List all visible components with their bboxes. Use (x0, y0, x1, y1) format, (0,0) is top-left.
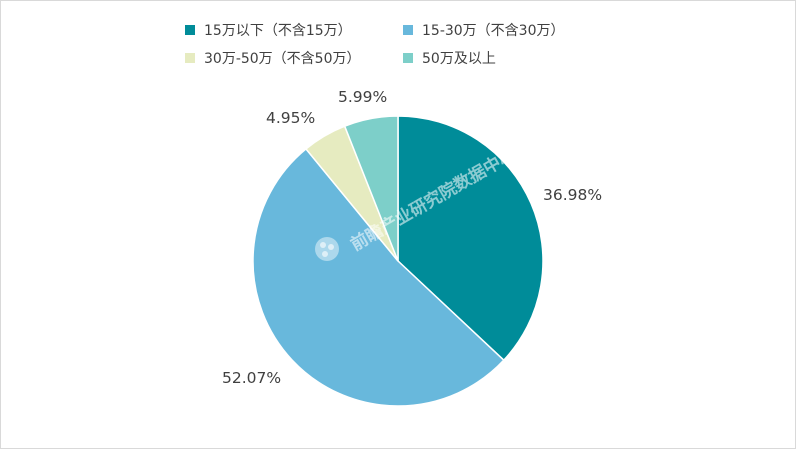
data-label-50w-plus: 5.99% (338, 88, 387, 106)
legend-item-under-15w: 15万以下（不含15万） (185, 19, 403, 41)
pie-slice-50w-plus (343, 115, 399, 262)
legend-label: 50万及以上 (422, 51, 496, 67)
legend-swatch (403, 25, 413, 35)
data-label-15-30w: 52.07% (222, 369, 281, 387)
data-label-under-15w: 36.98% (543, 186, 602, 204)
pie-slices (252, 115, 544, 407)
legend-label: 15-30万（不含30万） (422, 23, 565, 39)
pie-slice-under-15w (397, 115, 544, 362)
pie-slice-15-30w (252, 147, 505, 407)
legend-label: 30万-50万（不含50万） (204, 51, 361, 67)
legend-swatch (403, 53, 413, 63)
watermark-logo-icon (315, 237, 339, 261)
legend-swatch (185, 25, 195, 35)
legend-item-15-30w: 15-30万（不含30万） (403, 19, 623, 41)
legend-item-50w-plus: 50万及以上 (403, 47, 623, 69)
legend-swatch (185, 53, 195, 63)
legend-item-30-50w: 30万-50万（不含50万） (185, 47, 403, 69)
chart-legend: 15万以下（不含15万） 15-30万（不含30万） 30万-50万（不含50万… (185, 19, 625, 69)
legend-label: 15万以下（不含15万） (204, 23, 352, 39)
data-label-30-50w: 4.95% (266, 109, 315, 127)
